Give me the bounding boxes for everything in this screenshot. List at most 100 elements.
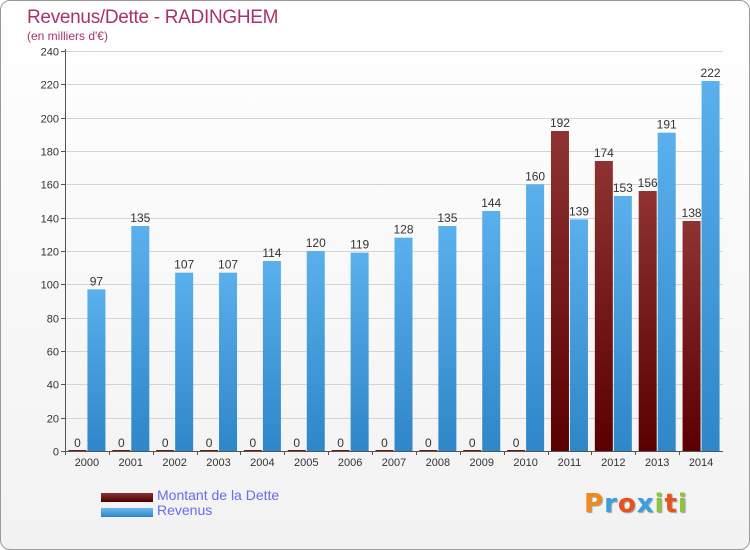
y-tick-label: 140	[41, 214, 59, 226]
x-tick-label: 2005	[294, 457, 318, 469]
label-revenus-2007: 128	[393, 223, 413, 237]
bar-debt-2014	[682, 221, 701, 451]
label-revenus-2012: 153	[613, 181, 633, 195]
label-debt-2000: 0	[74, 436, 81, 450]
label-revenus-2006: 119	[350, 238, 369, 252]
bar-revenus-2011	[569, 219, 588, 451]
y-tick-label: 80	[47, 314, 59, 326]
label-revenus-2000: 97	[90, 274, 104, 288]
x-tick-label: 2000	[75, 457, 99, 469]
bar-debt-2008	[419, 450, 438, 451]
legend-swatch-debt	[101, 493, 153, 502]
bar-debt-2005	[287, 450, 306, 451]
y-tick-label: 40	[47, 380, 59, 392]
logo-letter: r	[604, 489, 618, 519]
label-revenus-2013: 191	[657, 118, 677, 132]
x-tick-label: 2012	[601, 457, 625, 469]
bar-debt-2009	[463, 450, 482, 451]
label-revenus-2002: 107	[174, 258, 194, 272]
label-debt-2002: 0	[162, 436, 169, 450]
legend-swatch-revenus	[101, 508, 153, 517]
y-tick-label: 60	[47, 347, 59, 359]
chart-subtitle: (en milliers d'€)	[27, 29, 108, 43]
bar-revenus-2014	[701, 81, 720, 451]
logo-letter: o	[617, 489, 637, 519]
legend-label-revenus: Revenus	[157, 502, 213, 518]
label-revenus-2009: 144	[481, 196, 501, 210]
label-revenus-2003: 107	[218, 258, 238, 272]
bar-revenus-2003	[219, 272, 238, 451]
axes: 0 20 40 60 80 100 120 140 160 180 200 220 240 2000 200…	[41, 47, 723, 469]
y-tick-label: 20	[47, 414, 59, 426]
bar-revenus-2010	[526, 184, 545, 452]
bar-debt-2003	[200, 450, 219, 451]
proxiti-logo: Proxiti	[584, 489, 688, 519]
bar-revenus-2000	[87, 289, 106, 451]
y-tick-label: 200	[41, 114, 59, 126]
x-tick-label: 2007	[382, 457, 406, 469]
label-debt-2006: 0	[337, 436, 344, 450]
label-debt-2014: 138	[682, 206, 702, 220]
bar-debt-2011	[550, 131, 569, 451]
x-tick-label: 2011	[558, 457, 582, 469]
data-labels: 0 97 0 135 0 107 0 107 0 114 0 120 0 119 0 128 0 135 0 144 0…	[74, 66, 721, 450]
bar-revenus-2002	[175, 272, 194, 451]
bar-revenus-2012	[613, 196, 632, 451]
bar-revenus-2007	[394, 237, 413, 451]
chart-title: Revenus/Dette - RADINGHEM	[27, 7, 279, 28]
bar-revenus-2013	[657, 132, 676, 451]
label-revenus-2004: 114	[262, 246, 281, 260]
bar-debt-2004	[243, 450, 262, 451]
logo-letter: x	[636, 489, 655, 519]
logo-letter: i	[677, 489, 688, 519]
bar-revenus-2004	[262, 261, 281, 451]
label-revenus-2011: 139	[569, 204, 589, 218]
bar-debt-2001	[112, 450, 131, 451]
x-tick-label: 2002	[162, 457, 186, 469]
bar-debt-2013	[638, 191, 657, 451]
bar-debt-2010	[507, 450, 526, 451]
label-revenus-2014: 222	[701, 66, 721, 80]
x-tick-label: 2010	[513, 457, 537, 469]
legend-label-debt: Montant de la Dette	[157, 487, 280, 503]
label-debt-2007: 0	[381, 436, 388, 450]
label-debt-2001: 0	[118, 436, 125, 450]
label-debt-2005: 0	[293, 436, 300, 450]
label-debt-2008: 0	[425, 436, 432, 450]
y-tick-label: 220	[41, 80, 59, 92]
y-tick-label: 180	[41, 147, 59, 159]
logo-letter: t	[664, 489, 678, 519]
label-debt-2011: 192	[550, 116, 570, 130]
label-revenus-2008: 135	[437, 211, 457, 225]
logo-letter: P	[584, 489, 605, 519]
bar-revenus-2001	[131, 226, 150, 451]
y-tick-label: 120	[41, 247, 59, 259]
x-tick-label: 2014	[689, 457, 713, 469]
bar-debt-2002	[156, 450, 175, 451]
label-debt-2010: 0	[513, 436, 520, 450]
label-debt-2012: 174	[594, 146, 614, 160]
x-tick-label: 2003	[206, 457, 230, 469]
label-revenus-2005: 120	[306, 236, 326, 250]
y-tick-label: 0	[53, 447, 59, 459]
label-debt-2003: 0	[206, 436, 213, 450]
label-debt-2009: 0	[469, 436, 476, 450]
y-tick-label: 240	[41, 47, 59, 59]
label-debt-2013: 156	[638, 176, 658, 190]
y-tick-label: 100	[41, 280, 59, 292]
x-tick-label: 2009	[469, 457, 493, 469]
bars	[68, 81, 720, 452]
bar-revenus-2008	[438, 226, 457, 451]
grid-lines	[65, 51, 723, 452]
bar-revenus-2006	[350, 252, 369, 451]
x-tick-label: 2001	[119, 457, 143, 469]
x-tick-label: 2013	[645, 457, 669, 469]
x-tick-label: 2008	[426, 457, 450, 469]
label-revenus-2001: 135	[130, 211, 150, 225]
bar-debt-2006	[331, 450, 350, 451]
logo-letter: i	[654, 489, 665, 519]
bar-debt-2000	[68, 450, 87, 451]
label-revenus-2010: 160	[525, 169, 545, 183]
